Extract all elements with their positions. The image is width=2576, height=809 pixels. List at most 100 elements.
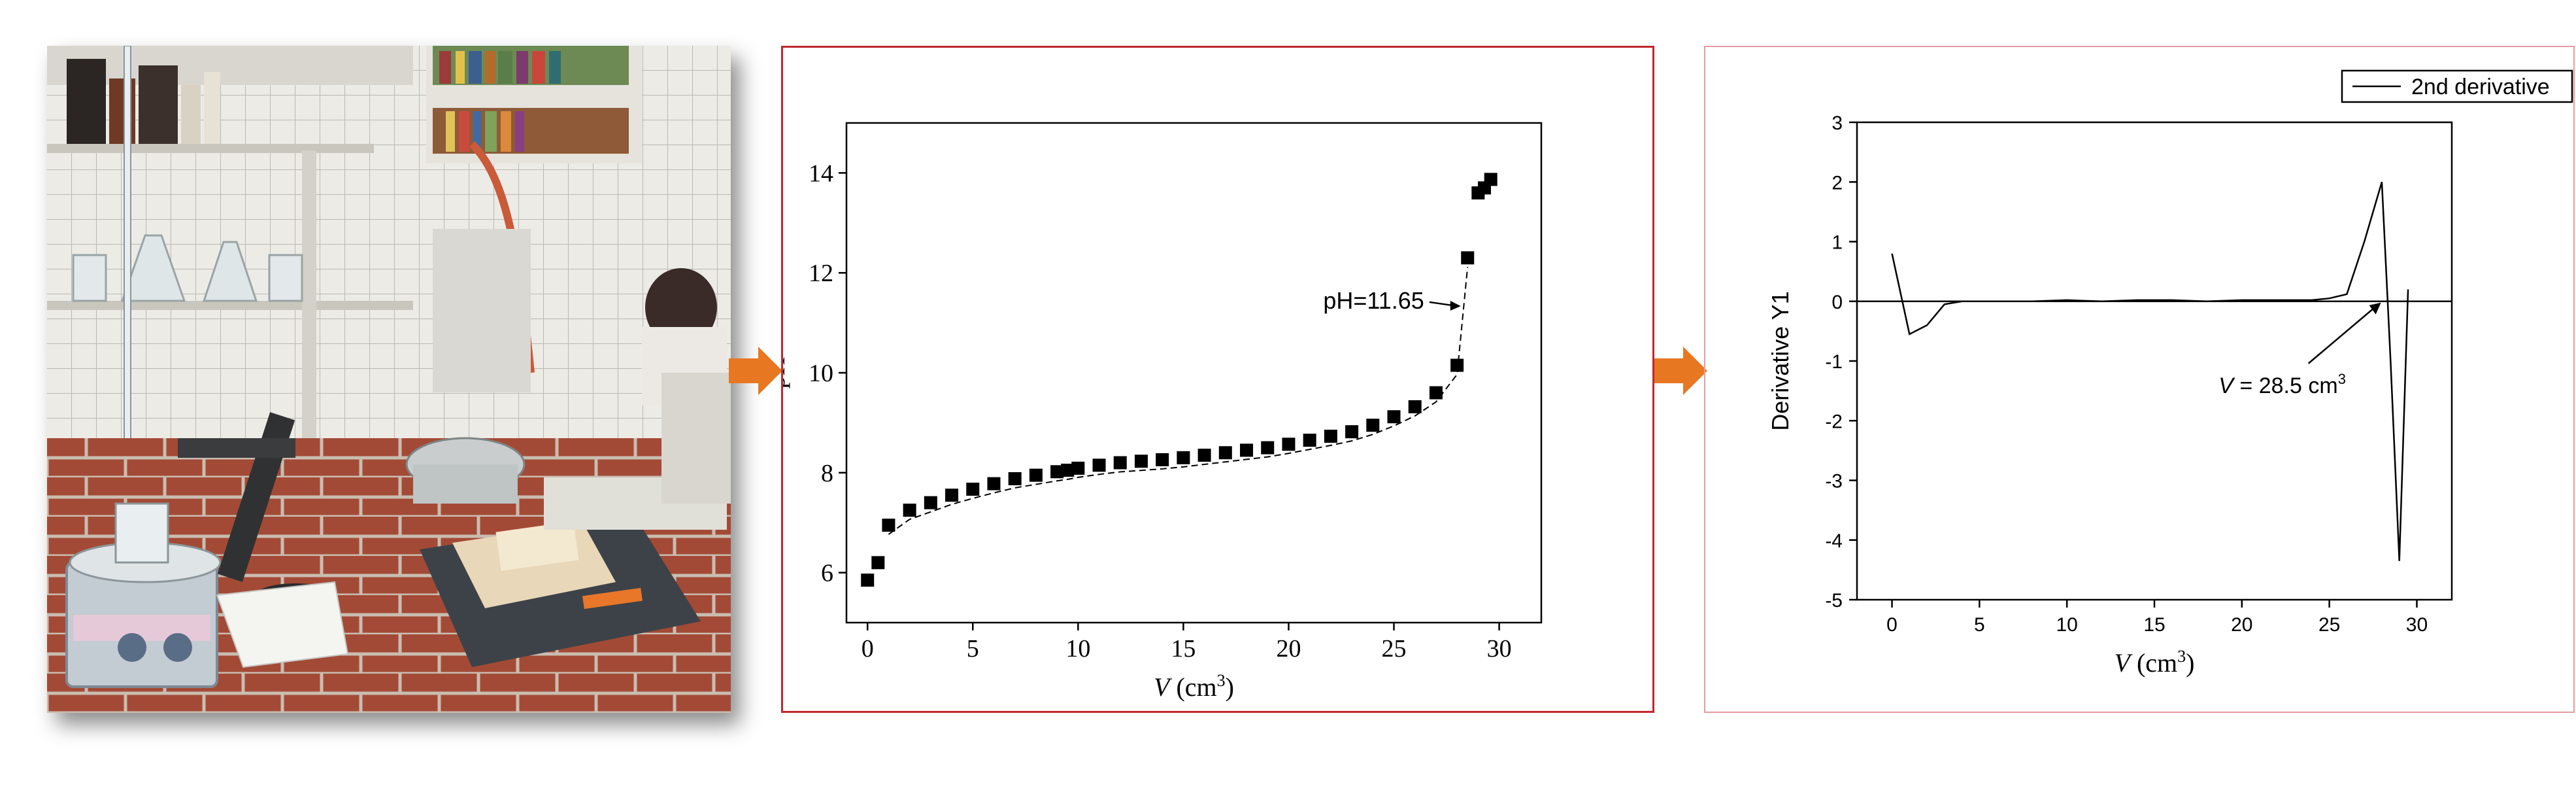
data-point: [1429, 386, 1443, 400]
x-axis-label-sup: 3: [1217, 671, 1226, 690]
data-point: [1218, 446, 1232, 460]
data-point: [1345, 425, 1359, 439]
data-point: [1008, 472, 1022, 485]
x-tick-label: 20: [2231, 614, 2252, 636]
x-tick-label: 25: [1382, 635, 1407, 663]
data-point: [1484, 173, 1497, 186]
titration-curve-panel: 0 5 10 15 20 25 30 6 8 10 12 14 pH=11.65 pH V (cm3): [761, 46, 1654, 713]
y-tick-label: 0: [1832, 292, 1843, 313]
data-point: [1387, 410, 1401, 424]
volume-annotation: V = 28.5 cm3: [2218, 302, 2381, 398]
x-axis-label-close: ): [2186, 648, 2194, 678]
legend-label: 2nd derivative: [2411, 75, 2550, 99]
data-point: [924, 496, 937, 509]
x-tick-label: 25: [2318, 614, 2340, 636]
y-tick-label: 3: [1832, 112, 1843, 134]
x-tick-label: 15: [1171, 635, 1196, 663]
data-point: [987, 477, 1001, 491]
derivative-legend: 2nd derivative: [2341, 69, 2573, 103]
data-point: [871, 556, 885, 570]
y-tick-label: 6: [821, 560, 833, 587]
x-axis-label-var: V: [1154, 672, 1173, 702]
data-point: [1450, 358, 1464, 372]
titration-plot-frame: [845, 122, 1543, 624]
data-point: [861, 574, 875, 587]
titration-x-axis-label: V (cm3): [1154, 671, 1234, 702]
volume-annotation-value: = 28.5 cm: [2233, 373, 2338, 398]
x-tick-label: 10: [1065, 635, 1090, 663]
data-point: [1366, 419, 1380, 432]
ph-annotation: pH=11.65: [1323, 287, 1461, 314]
y-tick-label: -1: [1825, 351, 1843, 373]
data-point: [1324, 430, 1337, 443]
x-tick-label: 0: [861, 635, 874, 663]
data-point: [1071, 461, 1085, 475]
y-tick-label: -3: [1825, 471, 1843, 492]
data-point: [1177, 451, 1190, 464]
volume-annotation-sup: 3: [2338, 371, 2346, 387]
derivative-x-axis-label: V (cm3): [2115, 647, 2195, 678]
data-point: [1197, 449, 1211, 462]
y-tick-label: -2: [1825, 411, 1843, 432]
ph-annotation-arrowhead: [1450, 300, 1461, 311]
titration-y-axis-label: pH: [783, 357, 790, 389]
second-derivative-panel: 0 5 10 15 20 25 30 3 2 1 0 -1 -2 -3 -4 -5 V = 28.5 cm3 …: [1704, 46, 2575, 713]
data-point: [1156, 453, 1169, 466]
titration-curve-chart: 0 5 10 15 20 25 30 6 8 10 12 14 pH=11.65 pH V (cm3): [761, 122, 1543, 702]
lab-photo-drawing: [47, 46, 731, 713]
y-tick-label: 8: [821, 460, 833, 487]
x-axis-label-close: ): [1226, 672, 1234, 702]
titration-data-points: [861, 173, 1497, 587]
data-point: [1282, 438, 1296, 451]
derivative-y-axis-label: Derivative Y1: [1767, 291, 1794, 430]
ph-annotation-label: pH=11.65: [1323, 287, 1424, 314]
data-point: [1461, 251, 1475, 265]
x-tick-label: 0: [1886, 614, 1898, 636]
derivative-series-line: [1891, 181, 2409, 561]
x-tick-label: 20: [1276, 635, 1301, 663]
x-axis-label-unit: (cm: [1169, 672, 1216, 702]
data-point: [1050, 465, 1064, 479]
data-point: [1240, 443, 1254, 457]
lab-photo: [47, 46, 731, 713]
y-tick-label: 10: [809, 360, 833, 387]
titration-fit-curve: [888, 267, 1469, 535]
x-tick-label: 15: [2143, 614, 2165, 636]
volume-annotation-arrow: [2307, 305, 2377, 364]
data-point: [1261, 441, 1275, 455]
y-tick-label: -4: [1825, 530, 1843, 552]
y-tick-label: 14: [809, 160, 833, 187]
arrow-right-icon: [1654, 347, 1707, 395]
x-axis-label-sup: 3: [2177, 647, 2186, 666]
y-tick-label: 1: [1832, 232, 1843, 254]
data-point: [1113, 456, 1127, 470]
x-tick-label: 5: [967, 635, 979, 663]
data-point: [1303, 434, 1316, 447]
volume-annotation-label: V = 28.5 cm3: [2218, 371, 2346, 398]
x-axis-label-var: V: [2115, 648, 2133, 678]
x-axis-label-unit: (cm: [2130, 648, 2177, 678]
x-tick-label: 30: [2406, 614, 2428, 636]
y-tick-label: -5: [1825, 590, 1843, 611]
data-point: [966, 483, 980, 496]
data-point: [882, 519, 895, 532]
x-tick-label: 5: [1974, 614, 1985, 636]
data-point: [945, 489, 959, 502]
flow-arrow-1: [729, 347, 782, 395]
flow-arrow-2: [1654, 347, 1707, 395]
y-tick-label: 12: [809, 260, 833, 287]
volume-annotation-var: V: [2218, 373, 2235, 398]
data-point: [1134, 455, 1148, 468]
volume-annotation-arrowhead: [2369, 302, 2381, 315]
data-point: [1061, 463, 1075, 477]
data-point: [1029, 468, 1043, 482]
titration-axis-ticks: 0 5 10 15 20 25 30 6 8 10 12 14: [809, 160, 1512, 663]
x-tick-label: 10: [2056, 614, 2077, 636]
data-point: [1408, 400, 1422, 413]
data-point: [1092, 458, 1106, 472]
arrow-right-icon: [729, 347, 782, 395]
x-tick-label: 30: [1487, 635, 1512, 663]
derivative-plot-frame: [1856, 121, 2453, 601]
